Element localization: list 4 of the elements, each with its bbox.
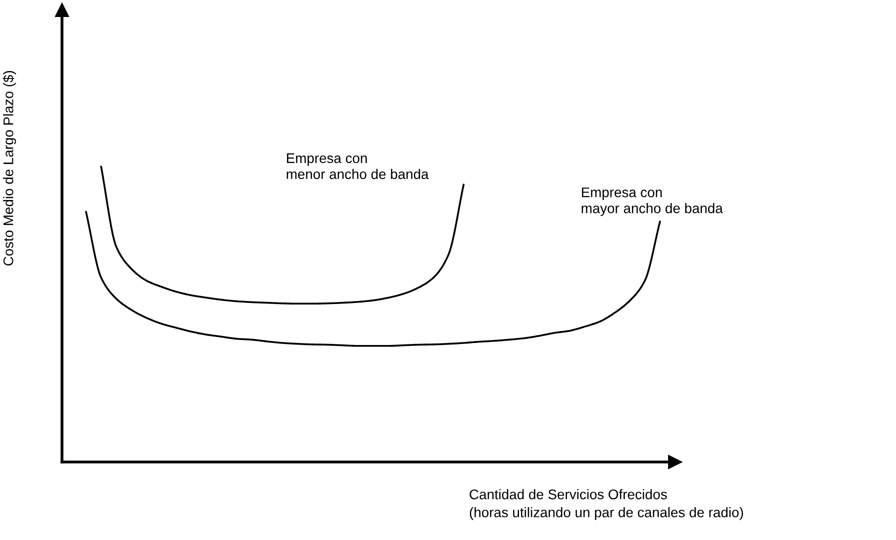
x-axis-title: Cantidad de Servicios Ofrecidos (horas utilizando un par de canales de radio) [470, 489, 743, 520]
y-axis-title: Costo Medio de Largo Plazo ($) [2, 71, 16, 266]
series-label: Empresa con mayor ancho de banda [582, 188, 723, 216]
text: Empresa con menor ancho de banda [286, 153, 429, 180]
